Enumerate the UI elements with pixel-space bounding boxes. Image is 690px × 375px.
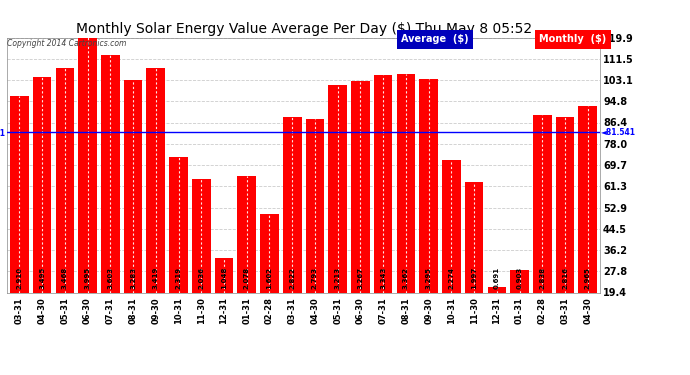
Bar [78, 36, 97, 342]
Bar [169, 156, 188, 342]
Bar [442, 160, 461, 342]
Text: 2.319: 2.319 [175, 267, 181, 289]
Bar [146, 68, 165, 342]
Text: 0.903: 0.903 [517, 267, 522, 289]
Bar [237, 176, 256, 342]
Text: 2.816: 2.816 [562, 267, 568, 289]
Bar [33, 76, 52, 342]
Text: 3.295: 3.295 [426, 267, 432, 289]
Bar [192, 179, 210, 342]
Text: 3.213: 3.213 [335, 267, 341, 289]
Bar [10, 96, 29, 342]
Bar [101, 55, 119, 342]
Text: 2.822: 2.822 [289, 267, 295, 289]
Bar [420, 79, 438, 342]
Bar [215, 258, 233, 342]
Text: 3.603: 3.603 [108, 267, 113, 289]
Bar [555, 117, 574, 342]
Text: 1.997: 1.997 [471, 267, 477, 289]
Text: 2.965: 2.965 [585, 267, 591, 289]
Text: ◄81.541: ◄81.541 [602, 128, 636, 137]
Text: 3.468: 3.468 [62, 267, 68, 289]
Text: 2.838: 2.838 [540, 267, 545, 289]
Bar [306, 119, 324, 342]
Text: 2.910: 2.910 [17, 267, 22, 289]
Title: Monthly Solar Energy Value Average Per Day ($) Thu May 8 05:52: Monthly Solar Energy Value Average Per D… [75, 22, 532, 36]
Text: Average  ($): Average ($) [401, 34, 469, 44]
Text: Copyright 2014 Cartronics.com: Copyright 2014 Cartronics.com [7, 39, 126, 48]
Bar [124, 80, 142, 342]
Text: 0.691: 0.691 [494, 267, 500, 289]
Bar [328, 86, 347, 342]
Text: 3.283: 3.283 [130, 267, 136, 289]
Bar [283, 117, 302, 342]
Bar [465, 182, 484, 342]
Text: 2.036: 2.036 [198, 267, 204, 289]
Bar [260, 214, 279, 342]
Bar [578, 105, 597, 342]
Text: Monthly  ($): Monthly ($) [539, 34, 607, 44]
Text: 3.362: 3.362 [403, 267, 409, 289]
Bar [351, 81, 370, 342]
Text: 2.274: 2.274 [448, 267, 455, 289]
Bar [533, 115, 551, 342]
Text: 3.495: 3.495 [39, 267, 45, 289]
Text: 3.267: 3.267 [357, 267, 364, 289]
Text: 3.343: 3.343 [380, 266, 386, 289]
Bar [374, 75, 393, 342]
Text: 1.048: 1.048 [221, 266, 227, 289]
Bar [56, 68, 75, 342]
Bar [511, 270, 529, 342]
Text: 3.419: 3.419 [152, 266, 159, 289]
Text: 3.995: 3.995 [85, 267, 90, 289]
Text: 2.793: 2.793 [312, 267, 318, 289]
Text: 1.602: 1.602 [266, 267, 273, 289]
Text: ▶81.541: ▶81.541 [0, 128, 6, 137]
Text: 2.078: 2.078 [244, 267, 250, 289]
Bar [397, 74, 415, 342]
Bar [488, 286, 506, 342]
